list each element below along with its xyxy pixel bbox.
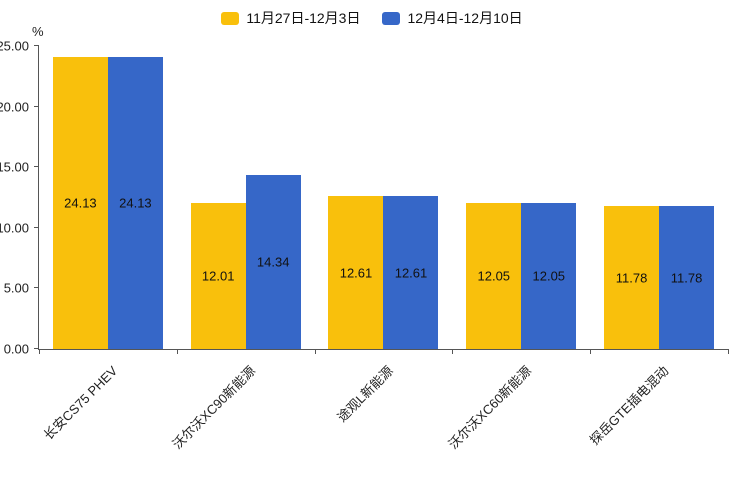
bar-value-label: 12.61 (339, 265, 373, 281)
x-axis-category-label: 沃尔沃XC90新能源 (169, 363, 259, 452)
bar: 12.01 (190, 203, 246, 349)
bar: 12.61 (383, 196, 439, 349)
bar-pair: 11.78 11.78 (590, 46, 728, 349)
y-axis-tick-label: 25.00 (0, 38, 29, 54)
bar: 12.05 (521, 202, 577, 349)
y-axis-unit-label: % (32, 24, 44, 39)
y-axis-tick-label: 15.00 (0, 159, 29, 175)
legend-label: 12月4日-12月10日 (407, 10, 523, 26)
legend-swatch-icon (382, 11, 401, 25)
legend-item[interactable]: 12月4日-12月10日 (382, 8, 523, 28)
bar: 11.78 (604, 206, 660, 349)
x-axis-category-label: 探岳GTE插电混动 (587, 363, 672, 448)
bar-value-label: 12.05 (532, 268, 566, 284)
bar-value-label: 11.78 (670, 270, 703, 286)
y-axis-tick-mark (34, 348, 39, 349)
bar-groups: 24.13 24.13 12.01 14.34 12.61 12.61 12.05 12.05… (39, 46, 728, 349)
bar-value-label: 14.34 (256, 254, 290, 270)
bar: 11.78 (659, 206, 715, 349)
bar: 12.05 (466, 202, 522, 349)
x-axis-tick-mark (452, 349, 454, 354)
x-axis-tick-mark (176, 349, 178, 354)
bar: 24.13 (107, 56, 163, 349)
bar-group: 11.78 11.78 (590, 46, 728, 349)
y-axis-tick-mark (34, 226, 39, 228)
y-axis-tick-mark (34, 287, 39, 289)
bar-pair: 24.13 24.13 (39, 46, 177, 349)
y-axis-tick-label: 20.00 (0, 99, 29, 115)
bar-group: 12.01 14.34 (177, 46, 315, 349)
bar-value-label: 24.13 (119, 195, 152, 211)
y-axis-tick-mark (34, 166, 39, 168)
y-axis-tick-mark (34, 105, 39, 107)
x-axis-category-label: 沃尔沃XC60新能源 (445, 363, 535, 452)
bar-value-label: 12.01 (201, 268, 235, 284)
bar-value-label: 11.78 (615, 270, 648, 286)
x-axis-tick-mark (590, 349, 592, 354)
bar: 24.13 (52, 56, 108, 349)
legend: 11月27日-12月3日 12月4日-12月10日 (0, 8, 744, 28)
x-axis-tick-mark (39, 349, 40, 354)
x-axis-category-label: 长安CS75 PHEV (41, 363, 121, 443)
bar: 14.34 (245, 175, 301, 349)
legend-swatch-icon (221, 11, 240, 25)
bar-value-label: 12.61 (394, 265, 428, 281)
bar-value-label: 12.05 (477, 268, 511, 284)
x-axis-tick-mark (728, 349, 729, 354)
x-axis-category-label: 途观L新能源 (334, 363, 397, 425)
y-axis-tick-label: 5.00 (3, 280, 29, 296)
bar: 12.61 (328, 196, 384, 349)
plot-area: 0.00 5.00 10.00 15.00 20.00 25.00 24.13 24.13 12… (0, 40, 729, 452)
x-axis-tick-mark (314, 349, 316, 354)
bar-group: 12.61 12.61 (315, 46, 453, 349)
y-axis-tick-mark (34, 45, 39, 46)
bar-pair: 12.05 12.05 (452, 46, 590, 349)
bar-group: 12.05 12.05 (452, 46, 590, 349)
bar-group: 24.13 24.13 (39, 46, 177, 349)
y-axis-tick-label: 10.00 (0, 220, 29, 236)
legend-item[interactable]: 11月27日-12月3日 (221, 8, 360, 28)
bar-value-label: 24.13 (64, 195, 97, 211)
y-axis-tick-label: 0.00 (3, 341, 29, 357)
legend-label: 11月27日-12月3日 (246, 10, 361, 26)
bar-pair: 12.61 12.61 (315, 46, 453, 349)
bar-pair: 12.01 14.34 (177, 46, 315, 349)
